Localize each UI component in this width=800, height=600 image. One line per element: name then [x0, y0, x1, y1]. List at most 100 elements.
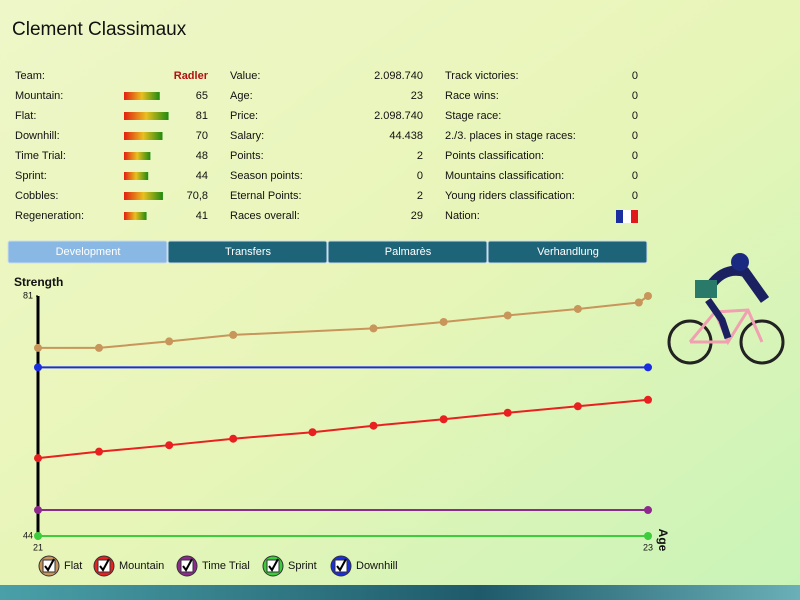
tab-label[interactable]: Transfers	[225, 246, 272, 258]
stat-value: 2	[417, 190, 423, 202]
data-point	[503, 408, 512, 417]
legend-label[interactable]: Time Trial	[202, 560, 250, 572]
data-point	[229, 434, 238, 443]
data-point	[229, 330, 238, 339]
data-point	[165, 337, 174, 346]
stat-bar	[124, 212, 147, 220]
stat-label: Regeneration:	[15, 210, 84, 222]
data-point	[644, 532, 652, 540]
stat-label: Price:	[230, 110, 258, 122]
stat-value: 48	[196, 150, 208, 162]
stat-label: Mountain:	[15, 90, 63, 102]
stat-value: 44.438	[389, 130, 423, 142]
tab[interactable]: Transfers	[167, 240, 328, 264]
tab-background[interactable]	[7, 240, 168, 264]
legend-check[interactable]	[99, 558, 110, 572]
stat-label: Mountains classification:	[445, 170, 564, 182]
legend-check[interactable]	[182, 558, 193, 572]
tab[interactable]: Verhandlung	[487, 240, 648, 264]
data-point	[369, 421, 378, 430]
stat-label: Age:	[230, 90, 253, 102]
stat-value: 0	[632, 170, 638, 182]
data-point	[34, 506, 42, 515]
tab-background[interactable]	[167, 240, 328, 264]
data-point	[439, 415, 448, 424]
data-point	[439, 317, 448, 326]
flag	[616, 210, 638, 223]
legend-label[interactable]: Downhill	[356, 560, 398, 572]
legend-check[interactable]	[268, 558, 279, 572]
stat-bar	[124, 132, 163, 140]
stat-label: Sprint:	[15, 170, 47, 182]
legend-item[interactable]: Flat	[38, 555, 82, 577]
footer-strip	[0, 585, 800, 600]
stat-label: Team:	[15, 70, 45, 82]
stat-value: 0	[632, 130, 638, 142]
data-point	[34, 363, 42, 372]
stat-value: 2.098.740	[374, 110, 423, 122]
tab[interactable]: Development	[7, 240, 168, 264]
x-axis-label: Age	[656, 529, 670, 552]
data-point	[503, 311, 512, 320]
stat-label: Races overall:	[230, 210, 300, 222]
player-name: Clement Classimaux	[12, 19, 187, 40]
data-point	[34, 532, 42, 540]
stat-label: Points:	[230, 150, 264, 162]
data-point	[34, 454, 42, 463]
stat-value: 0	[632, 110, 638, 122]
stat-bar	[124, 152, 151, 160]
stat-label: Nation:	[445, 210, 480, 222]
data-point	[165, 441, 174, 450]
stat-value: 65	[196, 90, 208, 102]
data-point	[369, 324, 378, 333]
tab-label[interactable]: Palmarès	[385, 246, 432, 258]
stat-value: 44	[196, 170, 208, 182]
legend-label[interactable]: Mountain	[119, 560, 164, 572]
cyclist	[667, 253, 785, 365]
stat-value: 70	[196, 130, 208, 142]
data-point	[573, 402, 582, 411]
stat-bar	[124, 172, 149, 180]
stat-bar	[124, 112, 169, 120]
stat-label: Season points:	[230, 170, 303, 182]
legend-check[interactable]	[44, 558, 55, 572]
stat-value: 81	[196, 110, 208, 122]
series-line	[37, 398, 649, 460]
stat-label: Points classification:	[445, 150, 544, 162]
stat-value: 0	[632, 150, 638, 162]
legend-label[interactable]: Flat	[64, 560, 82, 572]
tab[interactable]: Palmarès	[327, 240, 488, 264]
data-point	[573, 304, 582, 313]
stat-value: 2	[417, 150, 423, 162]
data-point	[34, 343, 42, 352]
stat-label: Time Trial:	[15, 150, 66, 162]
data-point	[634, 298, 643, 307]
legend-item[interactable]: Sprint	[262, 555, 317, 577]
tab-background[interactable]	[487, 240, 648, 264]
stat-label: Race wins:	[445, 90, 499, 102]
y-axis-label: Strength	[14, 275, 63, 289]
data-point	[644, 395, 652, 404]
legend-item[interactable]: Time Trial	[176, 555, 250, 577]
legend-item[interactable]: Downhill	[330, 555, 398, 577]
data-point	[644, 292, 652, 300]
legend-check[interactable]	[336, 558, 347, 572]
stat-label: 2./3. places in stage races:	[445, 130, 576, 142]
stat-label: Young riders classification:	[445, 190, 575, 202]
stat-label: Eternal Points:	[230, 190, 302, 202]
stat-value: 0	[632, 190, 638, 202]
stat-bar	[124, 92, 160, 100]
data-point	[644, 506, 652, 515]
stat-value: 23	[411, 90, 423, 102]
stat-value: 41	[196, 210, 208, 222]
legend-item[interactable]: Mountain	[93, 555, 164, 577]
stat-label: Cobbles:	[15, 190, 58, 202]
stat-value: 0	[632, 70, 638, 82]
tab-background[interactable]	[327, 240, 488, 264]
tab-label[interactable]: Development	[56, 246, 121, 258]
x-tick-label: 23	[643, 542, 653, 552]
tab-label[interactable]: Verhandlung	[537, 246, 599, 258]
stat-value: 0	[417, 170, 423, 182]
legend-label[interactable]: Sprint	[288, 560, 317, 572]
